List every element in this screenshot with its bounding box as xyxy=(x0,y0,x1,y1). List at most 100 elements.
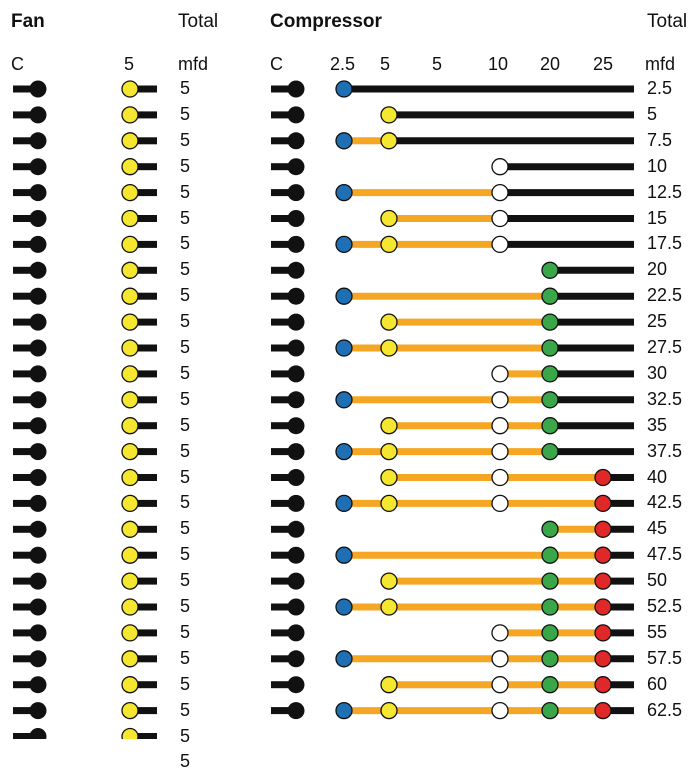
fan-common-terminal-dot xyxy=(29,624,47,642)
fan-common-terminal-dot xyxy=(29,132,47,150)
fan-tap-5 xyxy=(121,676,139,694)
fan-total-mfd: 5 xyxy=(180,466,191,487)
fan-common-terminal-lead xyxy=(13,370,38,378)
fan-tap-lead xyxy=(130,629,157,637)
compressor-common-terminal-dot xyxy=(287,598,305,616)
fan-col-5: 5 xyxy=(124,54,135,74)
fan-total-mfd: 5 xyxy=(180,233,191,254)
compressor-total-mfd: 50 xyxy=(647,570,668,591)
compressor-tap-10 xyxy=(491,209,509,228)
compressor-common-terminal-lead xyxy=(271,137,296,145)
fan-common-terminal-dot xyxy=(29,210,47,227)
fan-common-terminal-dot xyxy=(29,728,47,739)
fan-tap-lead xyxy=(130,292,157,300)
compressor-common-terminal-lead xyxy=(271,499,296,507)
fan-tap-5 xyxy=(121,546,139,564)
compressor-tap-2-5 xyxy=(335,391,353,409)
fan-tap-5 xyxy=(121,494,139,513)
fan-common-terminal-dot xyxy=(29,494,47,512)
compressor-common-terminal-lead xyxy=(271,396,296,404)
fan-common-terminal-dot xyxy=(29,598,47,616)
compressor-common-terminal-dot xyxy=(287,676,305,694)
compressor-total-mfd: 32.5 xyxy=(647,388,683,409)
fan-total-mfd: 5 xyxy=(180,103,191,124)
fan-tap-lead xyxy=(130,266,157,274)
fan-tap-lead xyxy=(130,189,157,197)
fan-tap-lead xyxy=(130,551,157,559)
fan-common-terminal-lead xyxy=(13,655,38,663)
fan-tap-lead xyxy=(130,163,157,171)
compressor-tap-25 xyxy=(594,650,612,668)
fan-total-mfd: 5 xyxy=(180,207,191,228)
compressor-tap-5 xyxy=(380,106,398,124)
compressor-tap-5 xyxy=(380,132,398,150)
fan-common-terminal-dot xyxy=(29,572,47,590)
compressor-common-terminal-dot xyxy=(287,443,305,461)
fan-total-mfd: 5 xyxy=(180,725,191,746)
compressor-tap-2-5 xyxy=(335,183,353,202)
compressor-tap-10 xyxy=(491,183,509,202)
fan-common-terminal-lead xyxy=(13,448,38,456)
compressor-total-mfd: 47.5 xyxy=(647,544,683,565)
fan-tap-lead xyxy=(130,318,157,326)
compressor-col-5b: 5 xyxy=(432,54,443,74)
fan-tap-lead xyxy=(130,215,157,222)
fan-tap-lead xyxy=(130,681,157,689)
compressor-common-terminal-dot xyxy=(287,132,305,150)
compressor-col-25: 25 xyxy=(593,54,614,74)
compressor-common-terminal-dot xyxy=(287,158,305,176)
compressor-tap-20 xyxy=(541,261,559,279)
compressor-tap-10 xyxy=(491,494,509,513)
compressor-tap-20 xyxy=(541,520,559,538)
fan-tap-5 xyxy=(121,468,139,487)
fan-total-mfd: 5 xyxy=(180,518,191,539)
compressor-common-terminal-dot xyxy=(287,494,305,512)
compressor-common-terminal-dot xyxy=(287,184,305,202)
compressor-total-mfd: 57.5 xyxy=(647,647,683,668)
fan-common-terminal-dot xyxy=(29,702,47,720)
compressor-tap-20 xyxy=(541,391,559,409)
compressor-tap-5 xyxy=(380,494,398,513)
compressor-tap-5 xyxy=(380,468,398,487)
compressor-tap-20 xyxy=(541,339,559,357)
compressor-tap-5 xyxy=(380,676,398,694)
fan-common-terminal-dot xyxy=(29,417,47,435)
compressor-common-terminal-lead xyxy=(271,240,296,248)
fan-tap-5 xyxy=(121,235,139,254)
fan-tap-lead xyxy=(130,448,157,456)
compressor-total-mfd: 10 xyxy=(647,155,668,176)
fan-common-terminal-lead xyxy=(13,292,38,300)
compressor-common-terminal-lead xyxy=(271,266,296,274)
fan-common-terminal-lead xyxy=(13,137,38,145)
fan-total-mfd: 5 xyxy=(180,155,191,176)
fan-common-terminal-lead xyxy=(13,603,38,611)
fan-tap-5 xyxy=(121,261,139,279)
fan-tap-lead xyxy=(130,370,157,378)
compressor-common-terminal-dot xyxy=(287,650,305,668)
compressor-tap-2-5 xyxy=(335,339,353,357)
compressor-common-terminal-dot xyxy=(287,520,305,538)
compressor-tap-2-5 xyxy=(335,650,353,668)
fan-total-mfd: 5 xyxy=(180,492,191,513)
compressor-common-terminal-dot xyxy=(287,417,305,435)
compressor-common-terminal-lead xyxy=(271,474,296,481)
compressor-common-terminal-dot xyxy=(287,313,305,331)
fan-common-terminal-lead xyxy=(13,474,38,481)
compressor-common-terminal-lead xyxy=(271,577,296,585)
compressor-common-terminal-lead xyxy=(271,603,296,611)
fan-total-mfd: 5 xyxy=(180,699,191,720)
fan-total-mfd: 5 xyxy=(180,362,191,383)
compressor-tap-25 xyxy=(594,676,612,694)
compressor-total-mfd: 52.5 xyxy=(647,596,683,616)
fan-tap-lead xyxy=(130,422,157,430)
fan-total-mfd: 5 xyxy=(180,78,191,98)
fan-common-terminal-dot xyxy=(29,520,47,538)
compressor-common-terminal-dot xyxy=(287,210,305,227)
fan-total-mfd: 5 xyxy=(180,544,191,565)
compressor-tap-25 xyxy=(594,520,612,538)
compressor-col-common: C xyxy=(270,54,283,74)
fan-total-header: Total xyxy=(178,11,219,32)
fan-common-terminal-lead xyxy=(13,189,38,197)
fan-tap-lead xyxy=(130,499,157,507)
compressor-total-mfd: 12.5 xyxy=(647,181,683,202)
